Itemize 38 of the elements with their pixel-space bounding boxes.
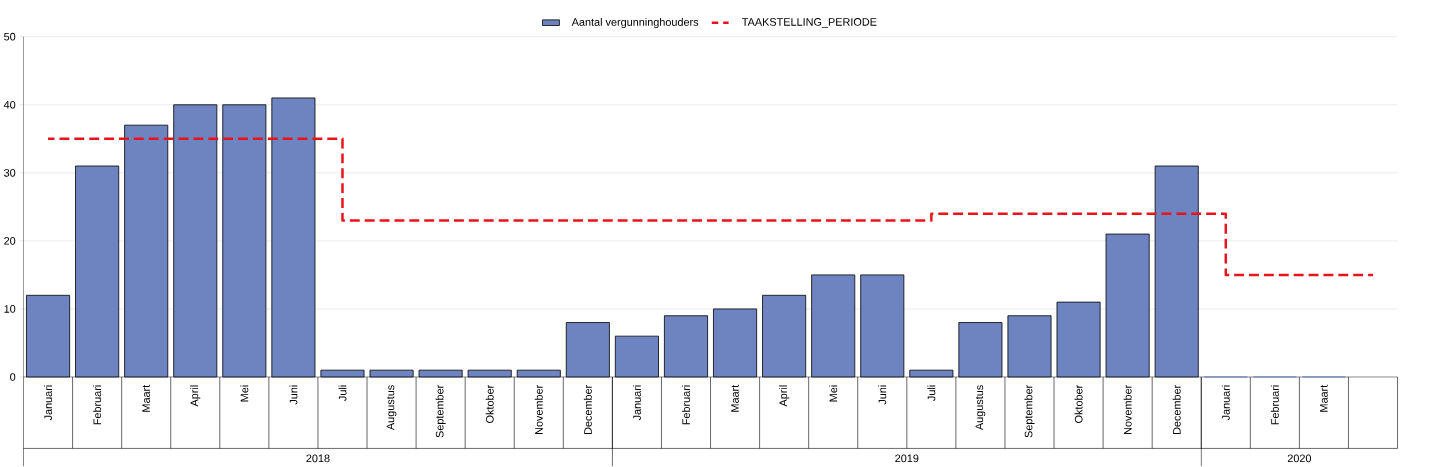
x-tick-label: Augustus bbox=[975, 385, 986, 431]
x-tick-label: Oktober bbox=[1074, 385, 1083, 424]
x-tick-label: September bbox=[435, 385, 446, 438]
x-tick-label: Mei bbox=[829, 385, 838, 402]
x-tick-label: November bbox=[534, 385, 543, 435]
y-tick-label: 50 bbox=[4, 33, 16, 41]
x-tick-label: April bbox=[779, 385, 790, 407]
x-tick-label: Januari bbox=[1221, 385, 1230, 421]
x-tick-label: Maart bbox=[1320, 385, 1328, 412]
x-tick-label: November bbox=[1123, 385, 1132, 435]
y-tick-label: 10 bbox=[4, 305, 16, 313]
text: 2018 bbox=[306, 454, 330, 463]
x-tick-label: Maart bbox=[142, 385, 150, 412]
x-tick-label: September bbox=[1024, 385, 1035, 438]
y-tick-label: 30 bbox=[4, 169, 16, 177]
legend-label: TAAKSTELLING_PERIODE bbox=[742, 18, 877, 29]
x-tick-label: Mei bbox=[240, 385, 249, 402]
x-tick-label: Maart bbox=[731, 385, 739, 412]
y-tick-label: 20 bbox=[4, 237, 16, 245]
x-tick-label: Augustus bbox=[386, 385, 397, 431]
x-tick-label: Februari bbox=[1270, 385, 1279, 425]
x-tick-label: Juni bbox=[878, 385, 887, 405]
x-tick-label: December bbox=[583, 385, 592, 435]
text: 2019 bbox=[895, 454, 919, 463]
x-tick-label: Juli bbox=[338, 385, 347, 402]
y-tick-label: 40 bbox=[3, 101, 16, 109]
x-tick-label: Februari bbox=[682, 385, 690, 425]
x-tick-label: April bbox=[190, 385, 201, 407]
x-tick-label: Januari bbox=[44, 385, 53, 421]
text: 2020 bbox=[1287, 454, 1312, 463]
x-tick-label: Oktober bbox=[485, 385, 494, 424]
y-tick-label: 0 bbox=[10, 373, 16, 382]
x-tick-label: Januari bbox=[632, 385, 641, 421]
x-tick-label: Juli bbox=[927, 385, 936, 402]
legend-label: Aantal vergunninghouders bbox=[571, 18, 699, 29]
x-tick-label: December bbox=[1172, 385, 1181, 435]
x-tick-label: Februari bbox=[93, 385, 102, 425]
x-tick-label: Juni bbox=[289, 385, 298, 405]
